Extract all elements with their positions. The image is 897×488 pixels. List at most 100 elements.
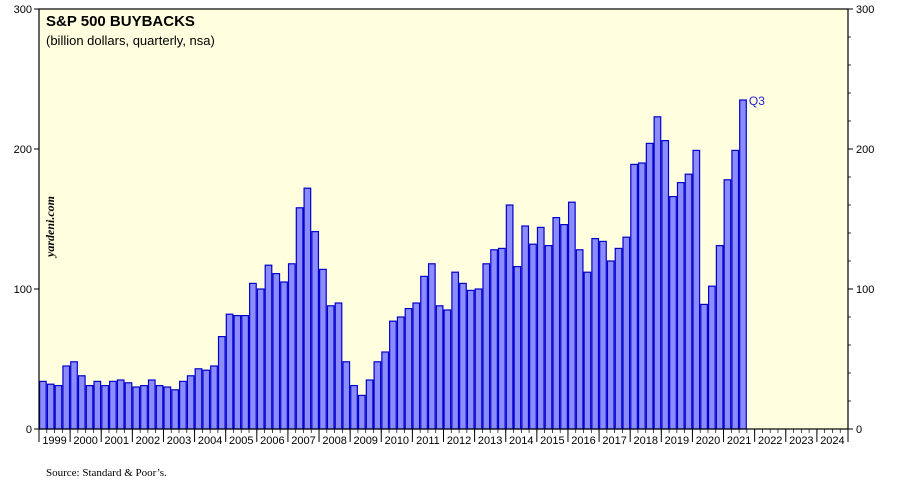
bar [575, 249, 584, 430]
bar [54, 385, 63, 430]
x-year-label: 2020 [696, 435, 720, 447]
bar [319, 268, 327, 430]
bar [599, 240, 607, 430]
x-year-label: 2006 [260, 435, 284, 447]
axes-group: 0 0 100 100 200 200 300 300 1999 2000 2001 2002 2003… [14, 4, 875, 447]
bar [669, 196, 677, 430]
x-year-label: 2003 [167, 435, 191, 447]
bar [155, 385, 164, 430]
q3-annotation: Q3 [749, 94, 765, 108]
x-year-label: 2015 [540, 435, 564, 447]
bar [357, 394, 366, 430]
bar [179, 380, 187, 430]
bar [637, 162, 646, 430]
bar [653, 116, 662, 430]
source-note: Source: Standard & Poor’s. [46, 467, 167, 479]
bar [381, 351, 390, 430]
bar [38, 380, 47, 430]
bar [692, 149, 701, 430]
bar [676, 182, 685, 430]
bar [739, 99, 747, 430]
x-year-label: 2019 [665, 435, 689, 447]
bar [630, 163, 638, 430]
bar [606, 260, 615, 430]
bar [614, 247, 623, 430]
bar [443, 309, 452, 430]
bar [490, 249, 498, 430]
bar [544, 245, 553, 430]
x-year-label: 2018 [634, 435, 658, 447]
bar [474, 288, 483, 430]
bar [645, 142, 654, 430]
bar [396, 316, 405, 430]
bar [451, 271, 460, 430]
bar [295, 207, 304, 430]
x-year-label: 2012 [447, 435, 471, 447]
bar [132, 386, 141, 430]
bar [412, 302, 421, 430]
bar [62, 365, 71, 430]
x-year-label: 2008 [322, 435, 346, 447]
bar [521, 225, 530, 430]
bar [661, 140, 670, 430]
bar [233, 315, 242, 430]
bar [536, 226, 545, 430]
bar [264, 264, 273, 430]
watermark: yardeni.com [43, 196, 57, 259]
bar [591, 238, 600, 430]
bar [225, 313, 234, 430]
bar [101, 385, 110, 430]
bar [435, 305, 444, 430]
bar [497, 247, 506, 430]
x-year-label: 2023 [789, 435, 813, 447]
bar [77, 375, 86, 430]
y-tick-label-right: 100 [856, 284, 874, 296]
x-year-label: 2011 [416, 435, 440, 447]
y-tick-label-left: 200 [14, 144, 32, 156]
bar [342, 361, 351, 430]
bar [583, 271, 592, 430]
bar [311, 231, 320, 430]
x-year-label: 2010 [385, 435, 409, 447]
bar [163, 386, 172, 430]
bar [731, 149, 740, 430]
bar [334, 302, 343, 430]
x-year-label: 1999 [42, 435, 66, 447]
bar [249, 282, 257, 430]
bar [124, 382, 133, 430]
bar [552, 217, 561, 430]
x-year-label: 2013 [478, 435, 502, 447]
bar [350, 385, 358, 430]
bar [140, 385, 148, 430]
x-year-label: 2001 [105, 435, 129, 447]
bar [241, 315, 250, 430]
bar [567, 201, 576, 430]
bar [93, 380, 102, 430]
bar [194, 368, 203, 430]
bar [109, 380, 117, 430]
bar [482, 263, 491, 430]
bar [707, 285, 716, 430]
bar [715, 245, 724, 430]
y-tick-label-right: 200 [856, 144, 874, 156]
bar [280, 281, 288, 430]
x-year-label: 2014 [509, 435, 533, 447]
bar [147, 379, 156, 430]
bar [202, 369, 211, 430]
bar [700, 303, 708, 430]
bar [287, 263, 296, 430]
x-year-label: 2009 [353, 435, 377, 447]
bar [505, 204, 514, 430]
bar [560, 224, 568, 430]
y-tick-label-left: 300 [14, 4, 32, 16]
y-tick-label-left: 100 [14, 284, 32, 296]
bar [303, 187, 312, 430]
bar [70, 361, 78, 430]
bar [466, 289, 475, 430]
x-year-label: 2007 [291, 435, 315, 447]
bar [723, 179, 732, 430]
x-year-label: 2002 [136, 435, 160, 447]
chart-subtitle: (billion dollars, quarterly, nsa) [46, 33, 215, 48]
